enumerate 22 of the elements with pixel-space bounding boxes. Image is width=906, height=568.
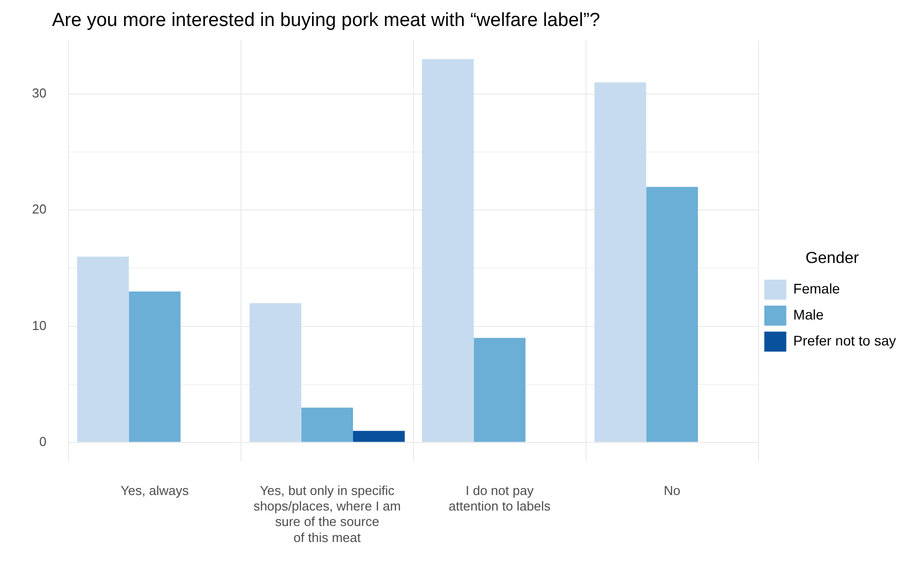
bar <box>301 408 354 442</box>
bar <box>646 186 698 442</box>
chart-title: Are you more interested in buying pork meat with “welfare label”? <box>52 10 600 32</box>
legend-label: Female <box>793 280 840 296</box>
x-tick-label: Yes, but only in specific shops/places, where I am sure of the source of this meat <box>253 482 401 545</box>
bar <box>250 303 302 442</box>
bar <box>422 59 474 442</box>
y-tick-label: 10 <box>32 318 46 333</box>
bar <box>594 82 646 442</box>
y-tick-label: 30 <box>32 86 46 101</box>
bar <box>353 430 405 442</box>
legend-label: Prefer not to say <box>793 332 896 348</box>
x-tick-label: No <box>664 482 680 498</box>
bar <box>77 256 129 442</box>
y-tick-label: 0 <box>39 434 46 450</box>
bar <box>474 338 526 442</box>
legend-title: Gender <box>805 250 860 267</box>
bar <box>128 291 181 442</box>
x-tick-label: Yes, always <box>120 482 190 498</box>
legend-label: Male <box>793 306 824 322</box>
y-tick-label: 20 <box>32 202 46 217</box>
x-tick-label: I do not pay attention to labels <box>448 482 552 514</box>
